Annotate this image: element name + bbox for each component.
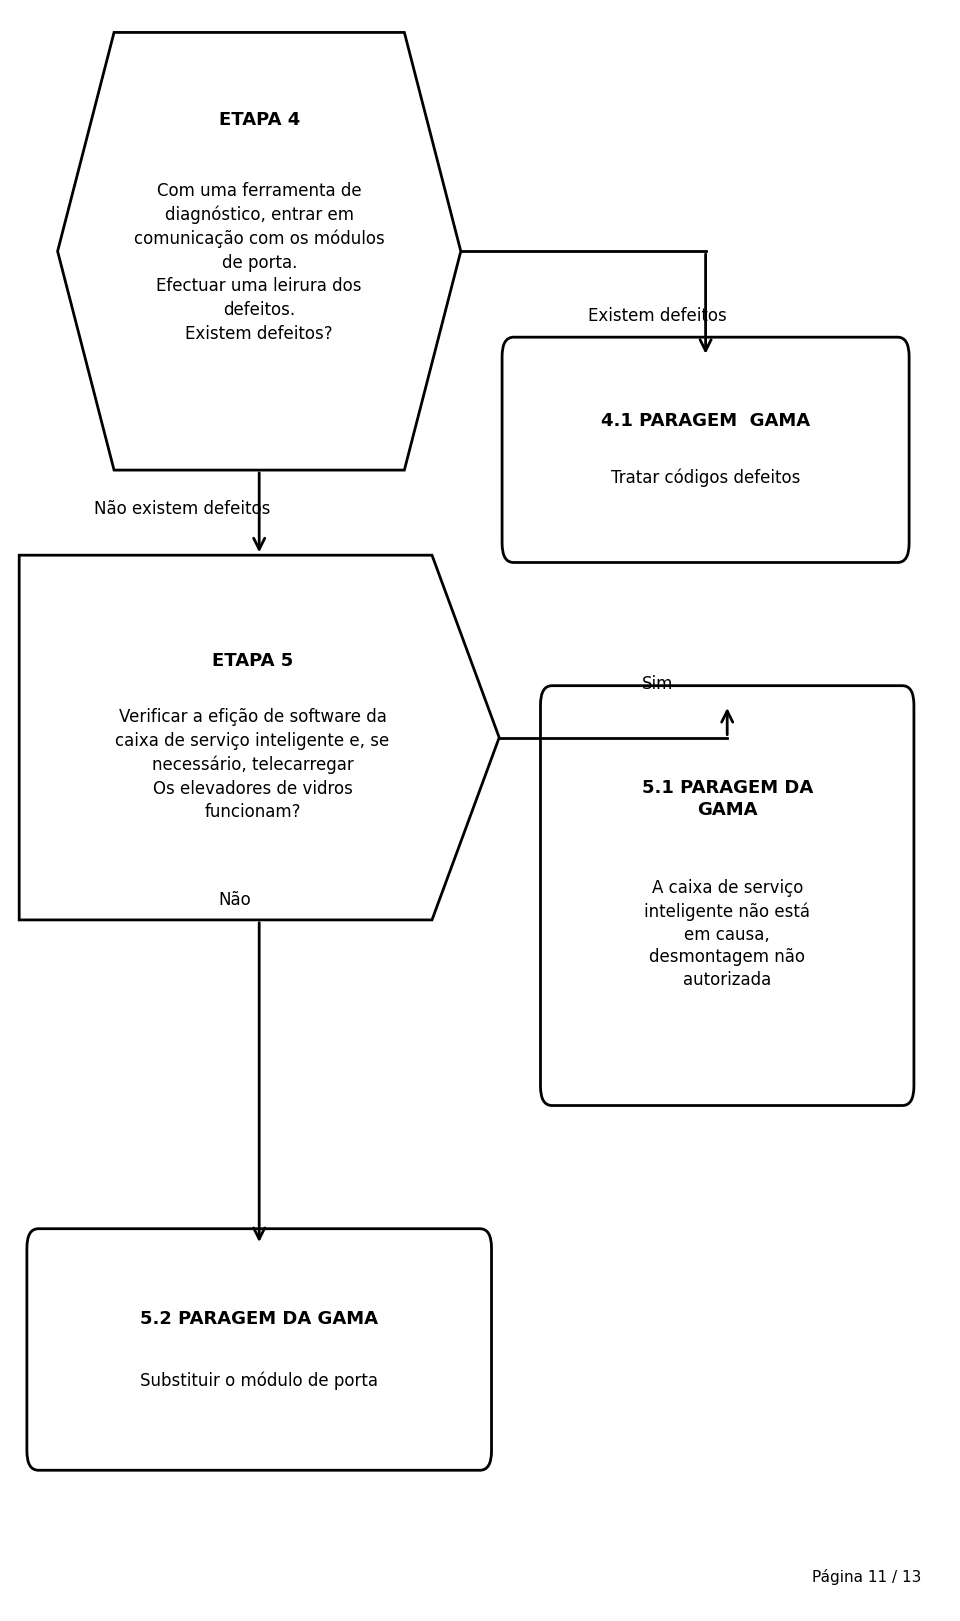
Text: A caixa de serviço
inteligente não está
em causa,
desmontagem não
autorizada: A caixa de serviço inteligente não está … (644, 879, 810, 989)
Text: Verificar a efição de software da
caixa de serviço inteligente e, se
necessário,: Verificar a efição de software da caixa … (115, 708, 390, 822)
Text: Sim: Sim (642, 674, 673, 694)
Text: Tratar códigos defeitos: Tratar códigos defeitos (611, 468, 801, 488)
Text: Não: Não (219, 890, 252, 909)
Text: 5.1 PARAGEM DA
GAMA: 5.1 PARAGEM DA GAMA (641, 780, 813, 819)
Text: 4.1 PARAGEM  GAMA: 4.1 PARAGEM GAMA (601, 412, 810, 431)
Text: 5.2 PARAGEM DA GAMA: 5.2 PARAGEM DA GAMA (140, 1310, 378, 1328)
Text: Substituir o módulo de porta: Substituir o módulo de porta (140, 1371, 378, 1389)
Text: Não existem defeitos: Não existem defeitos (94, 499, 271, 519)
Text: ETAPA 4: ETAPA 4 (219, 110, 300, 130)
Text: Com uma ferramenta de
diagnóstico, entrar em
comunicação com os módulos
de porta: Com uma ferramenta de diagnóstico, entra… (133, 182, 385, 342)
Text: Existem defeitos: Existem defeitos (588, 306, 727, 326)
Text: ETAPA 5: ETAPA 5 (212, 652, 293, 669)
Text: Página 11 / 13: Página 11 / 13 (812, 1569, 922, 1585)
